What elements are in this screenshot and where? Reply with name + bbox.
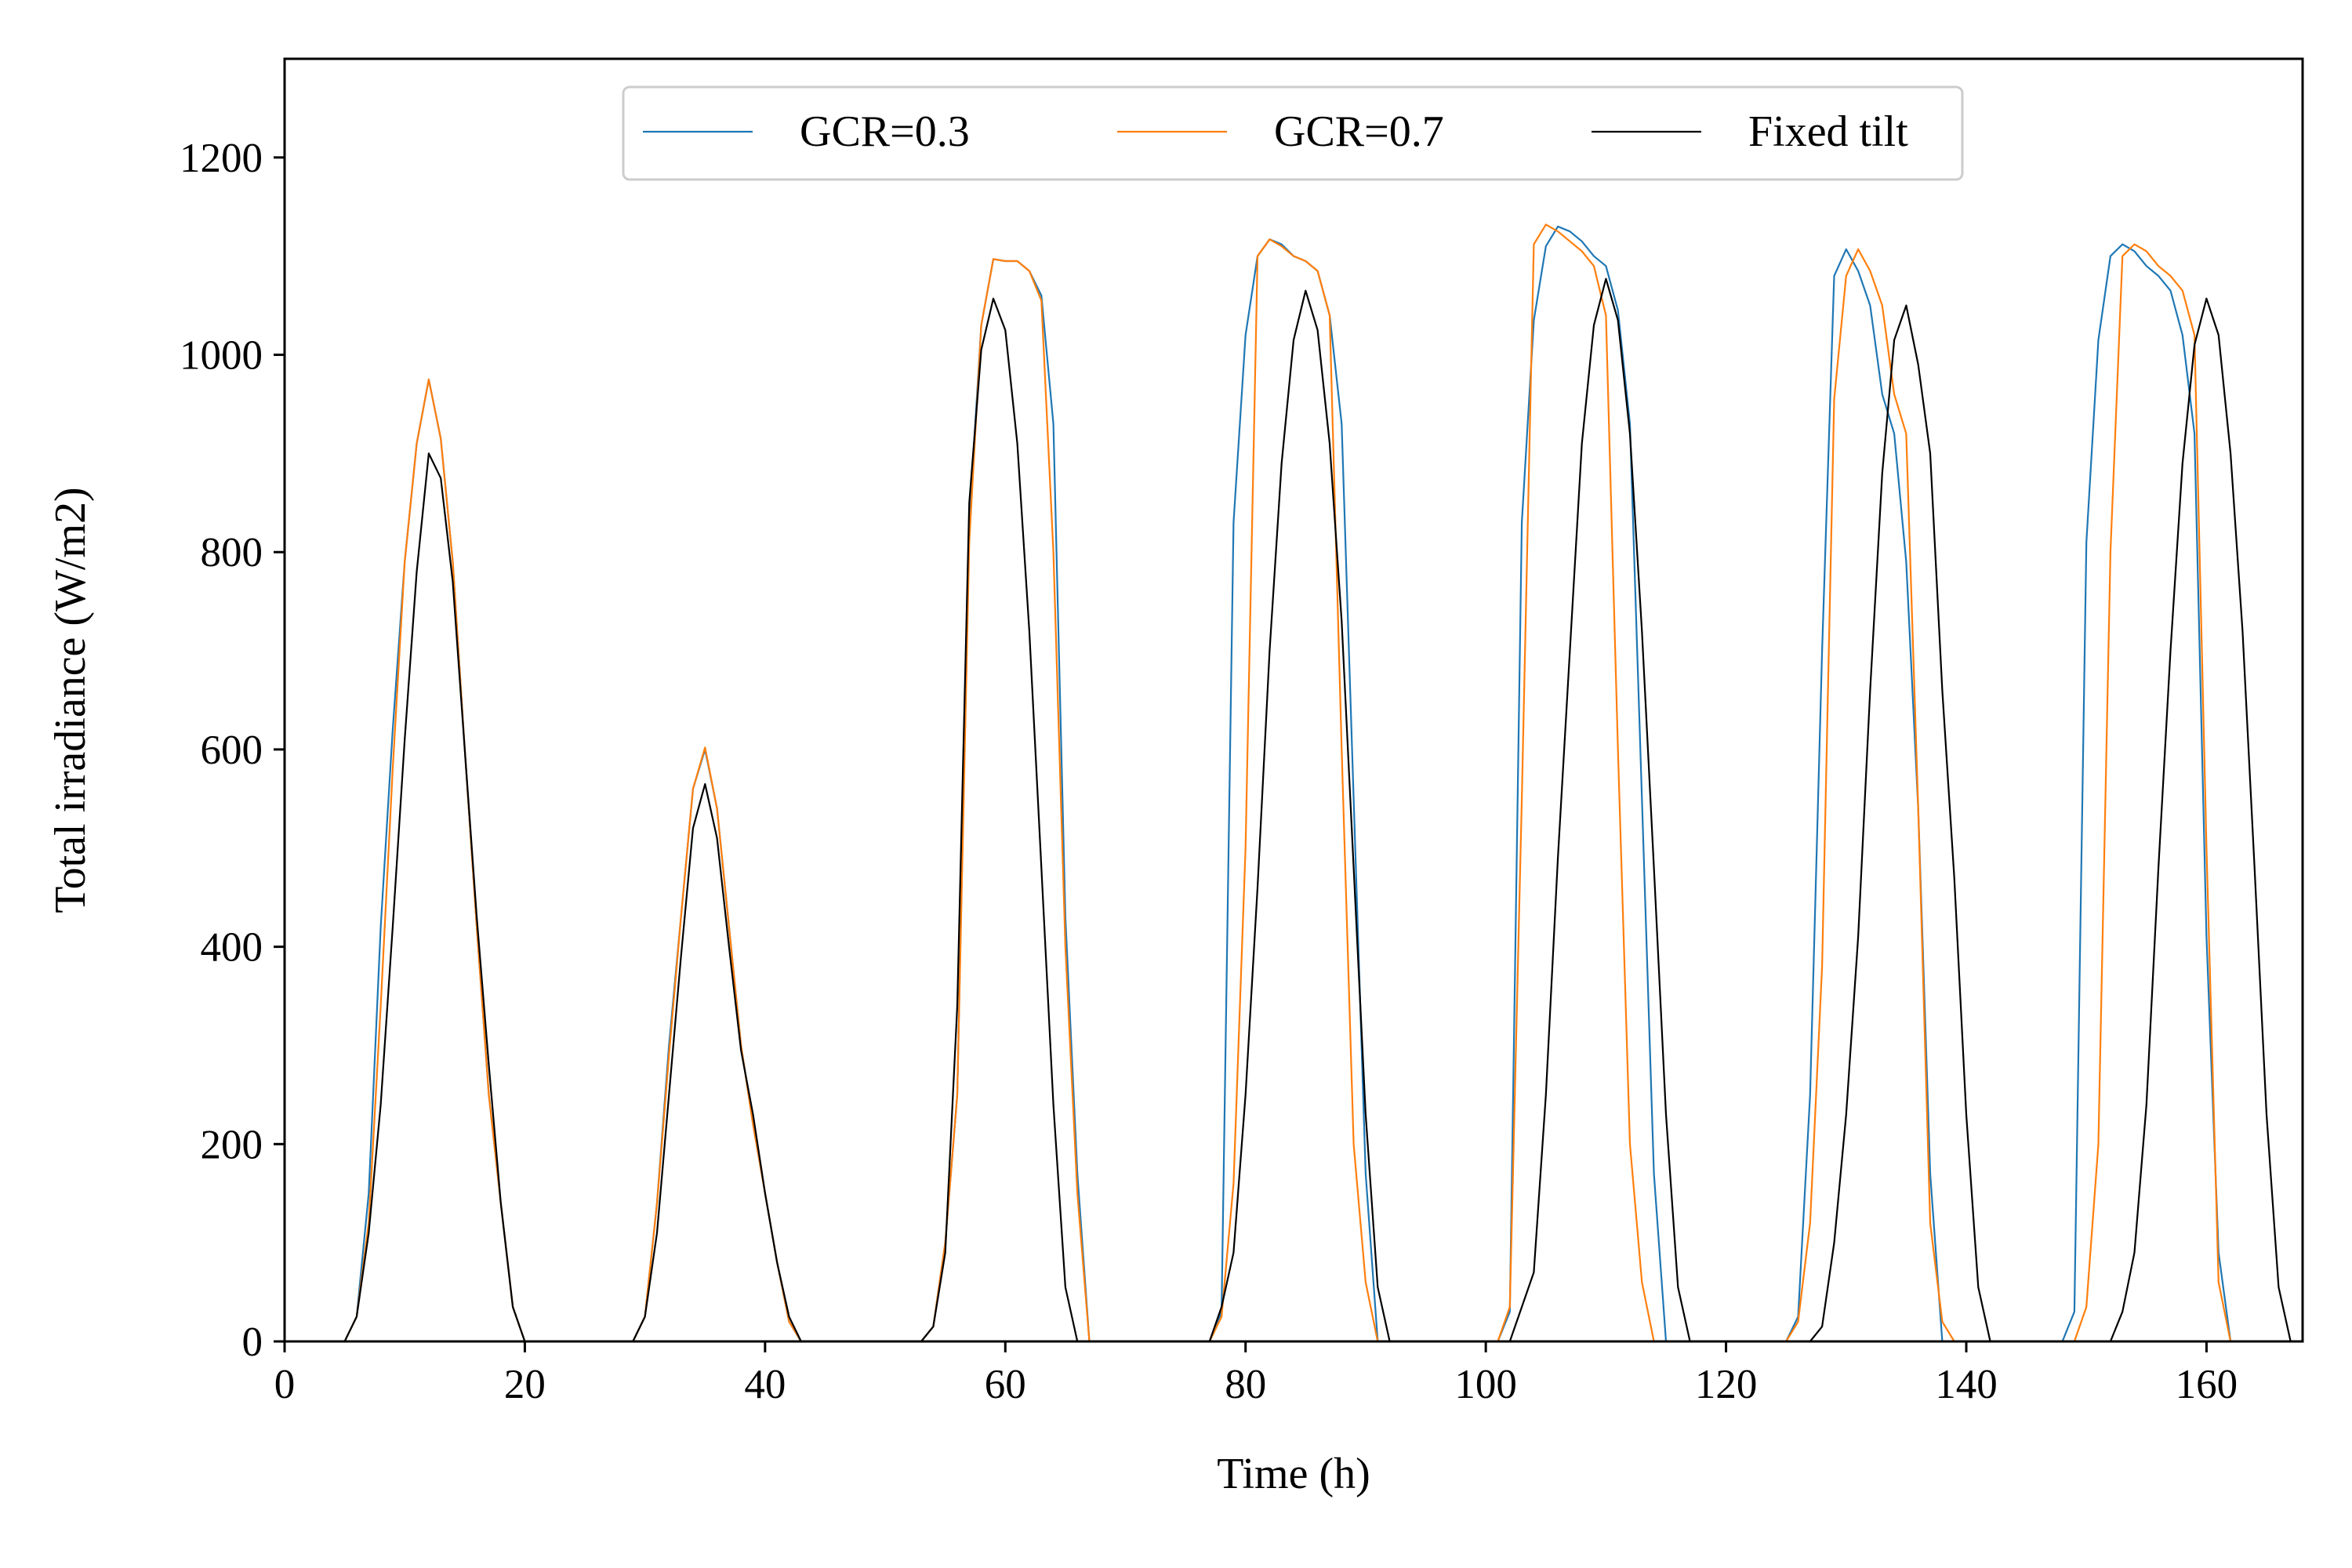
plot-frame xyxy=(283,57,2304,1343)
x-tick-label: 80 xyxy=(1225,1362,1266,1407)
x-tick-label: 40 xyxy=(744,1362,786,1407)
y-axis-title: Total irradiance (W/m2) xyxy=(46,487,95,913)
plot-area xyxy=(285,59,2303,1341)
y-tick-label: 1200 xyxy=(180,136,263,181)
legend: GCR=0.3 GCR=0.7 Fixed tilt xyxy=(622,85,1964,181)
x-tick-label: 160 xyxy=(2176,1362,2238,1407)
x-axis: 0 20 40 60 80 100 120 140 160 xyxy=(274,1341,2238,1407)
legend-label-1: GCR=0.3 xyxy=(800,107,970,156)
x-tick-label: 120 xyxy=(1695,1362,1758,1407)
y-axis: 0 200 400 600 800 1000 1200 xyxy=(180,136,285,1365)
legend-box xyxy=(622,85,1964,181)
x-tick-label: 100 xyxy=(1454,1362,1517,1407)
y-tick-label: 600 xyxy=(201,728,263,773)
x-tick-label: 20 xyxy=(504,1362,546,1407)
y-tick-label: 0 xyxy=(242,1319,263,1365)
legend-label-2: GCR=0.7 xyxy=(1274,107,1444,156)
x-axis-title: Time (h) xyxy=(1217,1450,1370,1498)
x-tick-label: 60 xyxy=(985,1362,1026,1407)
y-tick-label: 1000 xyxy=(180,333,263,379)
x-tick-label: 0 xyxy=(274,1362,296,1407)
y-tick-label: 200 xyxy=(201,1122,263,1167)
y-tick-label: 800 xyxy=(201,530,263,575)
legend-label-3: Fixed tilt xyxy=(1748,107,1908,156)
x-tick-label: 140 xyxy=(1935,1362,1998,1407)
y-tick-label: 400 xyxy=(201,925,263,971)
